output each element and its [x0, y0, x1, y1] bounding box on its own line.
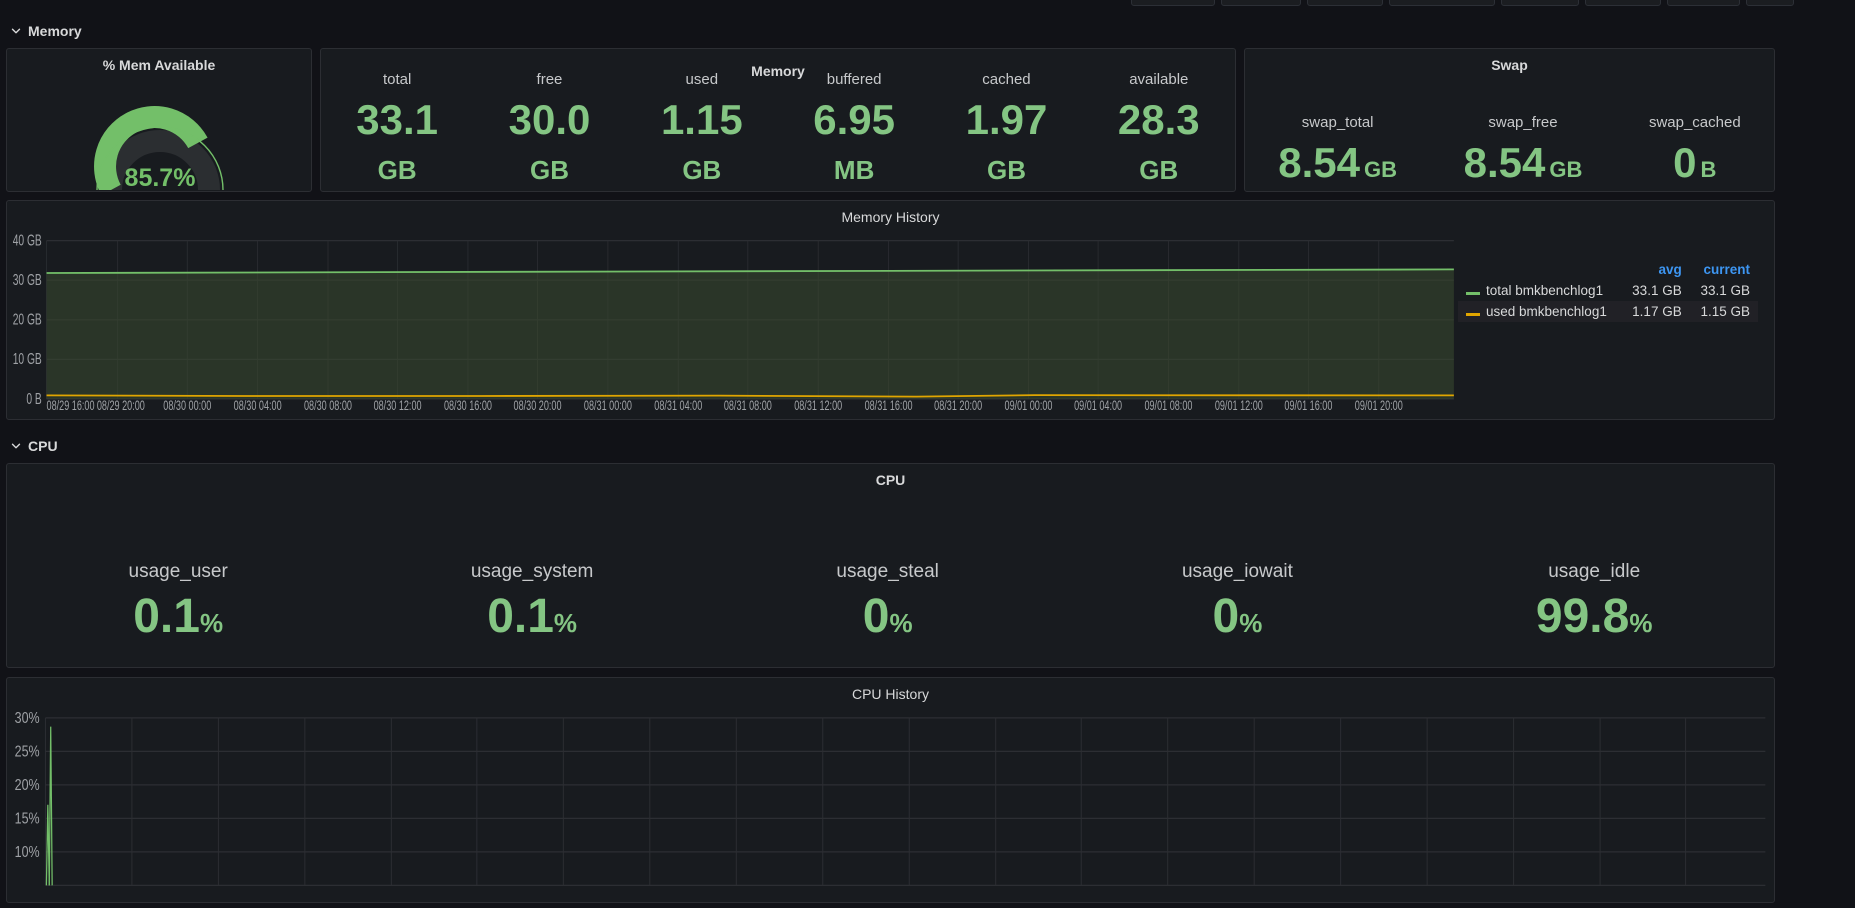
svg-text:08/31 08:00: 08/31 08:00: [724, 398, 772, 411]
svg-text:08/30 04:00: 08/30 04:00: [234, 398, 282, 411]
svg-text:09/01 12:00: 09/01 12:00: [1215, 398, 1263, 411]
svg-text:10 GB: 10 GB: [13, 350, 42, 368]
svg-text:30%: 30%: [15, 709, 40, 727]
svg-text:09/01 04:00: 09/01 04:00: [1074, 398, 1122, 411]
svg-text:09/01 08:00: 09/01 08:00: [1144, 398, 1192, 411]
svg-text:08/30 16:00: 08/30 16:00: [444, 398, 492, 411]
svg-text:09/01 16:00: 09/01 16:00: [1284, 398, 1332, 411]
svg-text:08/30 12:00: 08/30 12:00: [374, 398, 422, 411]
svg-text:15%: 15%: [15, 810, 40, 828]
svg-text:08/31 20:00: 08/31 20:00: [934, 398, 982, 411]
svg-text:08/31 12:00: 08/31 12:00: [794, 398, 842, 411]
svg-text:0 B: 0 B: [26, 390, 42, 408]
svg-text:40 GB: 40 GB: [13, 231, 42, 249]
svg-text:10%: 10%: [15, 843, 40, 861]
svg-text:08/31 16:00: 08/31 16:00: [865, 398, 913, 411]
svg-text:20%: 20%: [15, 776, 40, 794]
svg-text:08/30 20:00: 08/30 20:00: [514, 398, 562, 411]
svg-text:08/31 04:00: 08/31 04:00: [654, 398, 702, 411]
svg-text:30 GB: 30 GB: [13, 271, 42, 289]
svg-text:08/31 00:00: 08/31 00:00: [584, 398, 632, 411]
svg-text:20 GB: 20 GB: [13, 310, 42, 328]
svg-text:08/29 20:00: 08/29 20:00: [97, 398, 145, 411]
svg-text:09/01 00:00: 09/01 00:00: [1005, 398, 1053, 411]
svg-text:25%: 25%: [15, 743, 40, 761]
svg-text:08/29 16:00: 08/29 16:00: [47, 398, 95, 411]
svg-text:85.7%: 85.7%: [125, 164, 196, 190]
svg-text:09/01 20:00: 09/01 20:00: [1355, 398, 1403, 411]
svg-text:08/30 00:00: 08/30 00:00: [163, 398, 211, 411]
svg-text:08/30 08:00: 08/30 08:00: [304, 398, 352, 411]
